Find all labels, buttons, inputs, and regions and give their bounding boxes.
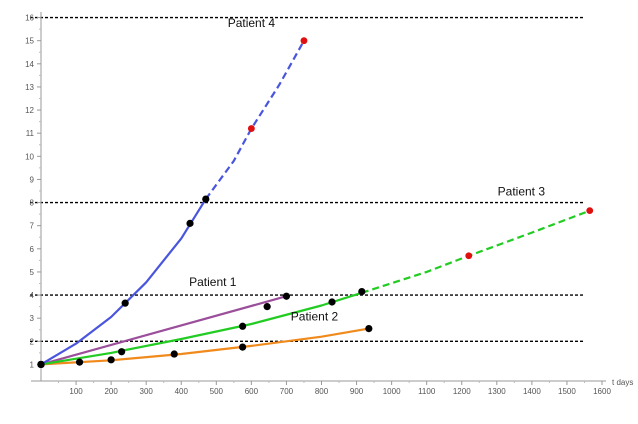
x-tick-label: 1100 — [418, 387, 436, 396]
x-tick-label: 1300 — [488, 387, 506, 396]
y-tick-label: 3 — [30, 314, 35, 323]
x-tick-label: 600 — [245, 387, 259, 396]
y-tick-label: 10 — [25, 152, 34, 161]
y-tick-label: 1 — [30, 360, 35, 369]
patient-4-observed-point — [121, 299, 129, 307]
patient-3-projected-point — [465, 252, 473, 260]
patient-3-observed-point — [118, 348, 126, 356]
annotation-patient-4: Patient 4 — [228, 16, 276, 30]
patient-2-observed-point — [170, 350, 178, 358]
annotations: Patient 4 Patient 3 Patient 1 Patient 2 — [189, 16, 545, 324]
patient-1-observed-point — [263, 303, 271, 311]
y-tick-label: 6 — [30, 245, 35, 254]
patient-2-observed-point — [75, 358, 84, 366]
y-tick-label: 5 — [30, 268, 35, 277]
y-tick-label: 16 — [25, 14, 34, 23]
patient-4-projection-line — [204, 40, 305, 200]
x-tick-label: 300 — [140, 387, 154, 396]
patient-3-observed-point — [328, 298, 336, 306]
y-tick-label: 12 — [25, 106, 34, 115]
patient-4-observed-point — [186, 219, 194, 227]
y-tick-label: 9 — [30, 175, 35, 184]
x-tick-label: 1200 — [453, 387, 471, 396]
y-tick-label: 14 — [25, 60, 34, 69]
x-tick-label: 800 — [315, 387, 329, 396]
axes: 100 200 300 400 500 600 700 800 900 1000 1100 1200 1… — [25, 12, 611, 396]
x-tick-label: 900 — [350, 387, 364, 396]
points-layer — [37, 37, 594, 369]
y-tick-label: 11 — [26, 129, 35, 138]
patient-3-projected-point — [586, 207, 594, 215]
patient-2-observed-point — [365, 324, 373, 333]
patient-1-fit-line — [39, 295, 288, 366]
patient-3-fit-line — [39, 291, 363, 366]
patient-4-projected-point — [247, 125, 255, 132]
x-tick-label: 200 — [104, 387, 118, 396]
x-tick-label: 500 — [210, 387, 224, 396]
patient-4-projected-point — [300, 37, 308, 45]
reference-lines — [30, 16, 583, 342]
patient-2-observed-point — [239, 343, 247, 351]
annotation-patient-3: Patient 3 — [498, 185, 546, 199]
patient-2-observed-point — [107, 356, 115, 364]
y-tick-label: 7 — [30, 222, 35, 231]
y-tick-label: 8 — [30, 199, 35, 208]
patient-1-observed-point — [282, 292, 291, 300]
y-tick-label: 13 — [25, 83, 34, 92]
patient-3-observed-point — [358, 287, 366, 296]
x-axis-label: t days — [612, 378, 633, 387]
patient-3-observed-point — [239, 322, 247, 330]
x-tick-label: 1500 — [558, 387, 576, 396]
patient-4-observed-point — [37, 360, 45, 369]
annotation-patient-2: Patient 2 — [291, 310, 339, 324]
y-tick-label: 2 — [30, 337, 35, 346]
y-tick-label: 4 — [30, 291, 35, 300]
y-tick-label: 15 — [25, 37, 34, 46]
x-tick-label: 100 — [69, 387, 83, 396]
x-tick-label: 700 — [280, 387, 294, 396]
x-tick-label: 1600 — [593, 387, 611, 396]
patient-3-projection-line — [361, 209, 591, 294]
annotation-patient-1: Patient 1 — [189, 275, 237, 289]
x-tick-label: 1400 — [523, 387, 541, 396]
x-tick-label: 400 — [175, 387, 189, 396]
patient-2-fit-line — [39, 327, 370, 366]
patient-4-observed-point — [202, 195, 210, 203]
x-tick-label: 1000 — [383, 387, 401, 396]
patient-4-fit-line — [39, 198, 207, 366]
